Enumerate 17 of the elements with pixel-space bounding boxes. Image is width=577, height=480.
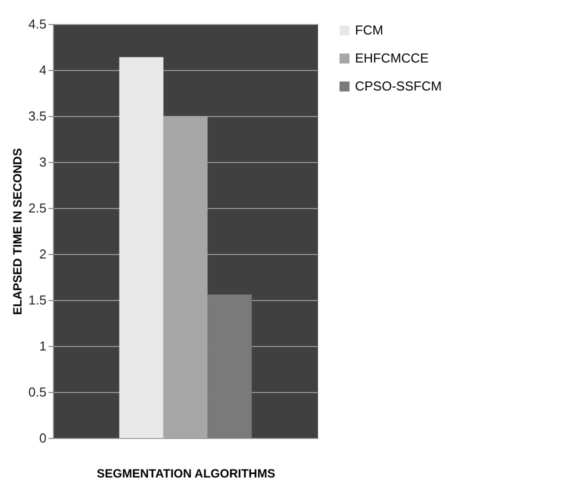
bar — [208, 294, 252, 438]
legend-label: EHFCMCCE — [355, 50, 429, 66]
legend-label: CPSO-SSFCM — [355, 78, 442, 94]
y-tick-label: 2 — [39, 246, 46, 262]
y-tick-label: 3 — [39, 154, 46, 170]
y-tick-label: 3.5 — [28, 108, 46, 124]
y-tick-label: 1 — [39, 338, 46, 354]
y-tick-label: 2.5 — [28, 200, 46, 216]
bar — [119, 57, 164, 438]
y-tick-label: 1.5 — [28, 292, 46, 308]
x-axis-title: SEGMENTATION ALGORITHMS — [96, 466, 276, 480]
y-tick-label: 4.5 — [28, 16, 46, 32]
legend-label: FCM — [355, 22, 384, 38]
y-tick-label: 4 — [39, 62, 46, 78]
y-tick-label: 0.5 — [28, 384, 46, 400]
y-tick-label: 0 — [39, 430, 46, 446]
y-axis-title: ELAPSED TIME IN SECONDS — [10, 148, 24, 315]
